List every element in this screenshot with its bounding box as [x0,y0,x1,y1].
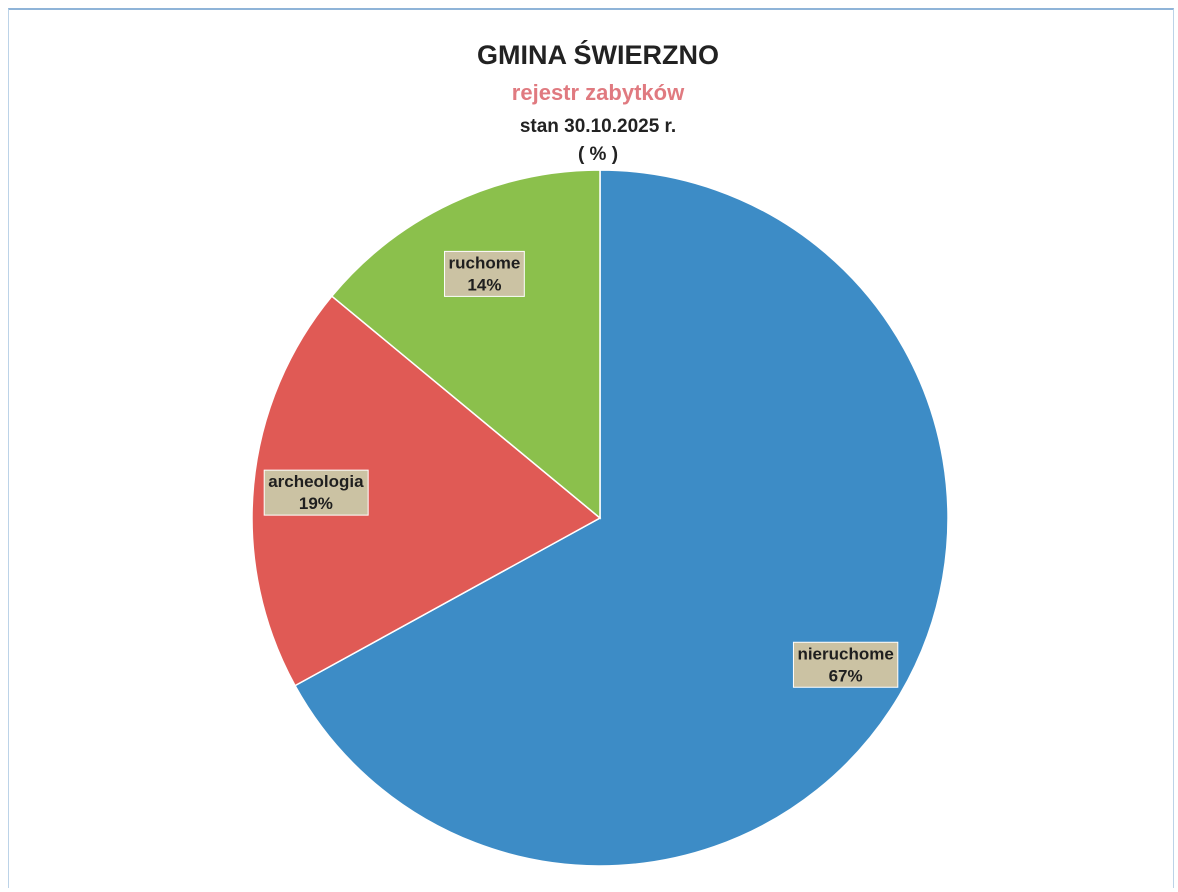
chart-subtitle: rejestr zabytków [512,80,685,105]
pie-labels: nieruchome 67% archeologia 19% ruchome 14% [263,250,899,688]
slice-label-value: 19% [299,494,333,513]
slice-label-box [444,250,525,297]
slice-label-name: archeologia [268,472,364,491]
pie-slices [251,169,949,867]
slice-label-name: nieruchome [797,644,893,663]
chart-unit-line: ( % ) [578,144,618,165]
slice-label-box [263,469,369,516]
pie-slice-archeologia [251,295,602,687]
pie-slice-ruchome [330,169,601,520]
chart-title: GMINA ŚWIERZNO [477,39,719,70]
slice-label-nieruchome: nieruchome 67% [792,641,899,688]
slice-label-name: ruchome [449,253,521,272]
slice-label-value: 14% [467,275,501,294]
pie-slice-nieruchome [294,169,949,867]
slice-label-box [792,641,899,688]
chart-date-line: stan 30.10.2025 r. [520,116,676,137]
slice-label-archeologia: archeologia 19% [263,469,369,516]
slice-label-ruchome: ruchome 14% [444,250,525,297]
slice-label-value: 67% [829,666,863,685]
